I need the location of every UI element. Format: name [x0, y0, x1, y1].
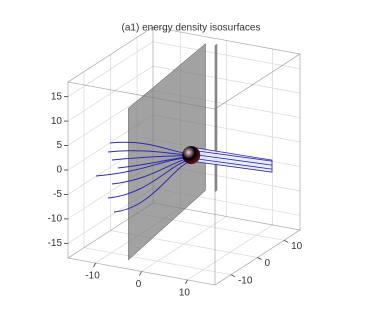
streamline	[191, 149, 273, 162]
x-tick-label: 0	[136, 279, 142, 290]
tick-mark	[230, 274, 236, 278]
tick-mark	[93, 262, 96, 268]
z-tick-label: -5	[53, 189, 62, 200]
tick-mark	[185, 279, 188, 285]
streamline	[191, 153, 273, 166]
z-tick-label: 15	[51, 91, 63, 102]
y-tick-label: -10	[238, 275, 253, 286]
box-edge	[152, 26, 301, 55]
tick-mark	[283, 239, 289, 243]
z-tick-label: 0	[56, 165, 62, 176]
chart-title: (a1) energy density isosurfaces	[122, 23, 261, 34]
z-tick-label: -15	[48, 238, 63, 249]
isosurface-plane-edge	[214, 43, 218, 193]
box-edge	[214, 53, 301, 110]
y-tick-label: 0	[265, 258, 271, 269]
box-edge	[67, 26, 154, 83]
box-edge	[67, 257, 216, 286]
grid-line	[83, 247, 232, 276]
z-tick-label: 5	[56, 140, 62, 151]
box-edge	[214, 229, 301, 286]
x-tick-label: -10	[85, 271, 100, 282]
z-tick-label: -10	[48, 214, 63, 225]
streamline	[191, 157, 273, 170]
y-tick-label: 10	[291, 241, 303, 252]
x-tick-label: 10	[179, 288, 191, 299]
streamline	[113, 160, 192, 213]
tick-mark	[257, 257, 262, 260]
tick-mark	[139, 271, 142, 276]
streamline	[107, 158, 192, 199]
energy-sphere	[182, 146, 201, 165]
z-tick-label: 10	[51, 116, 63, 127]
